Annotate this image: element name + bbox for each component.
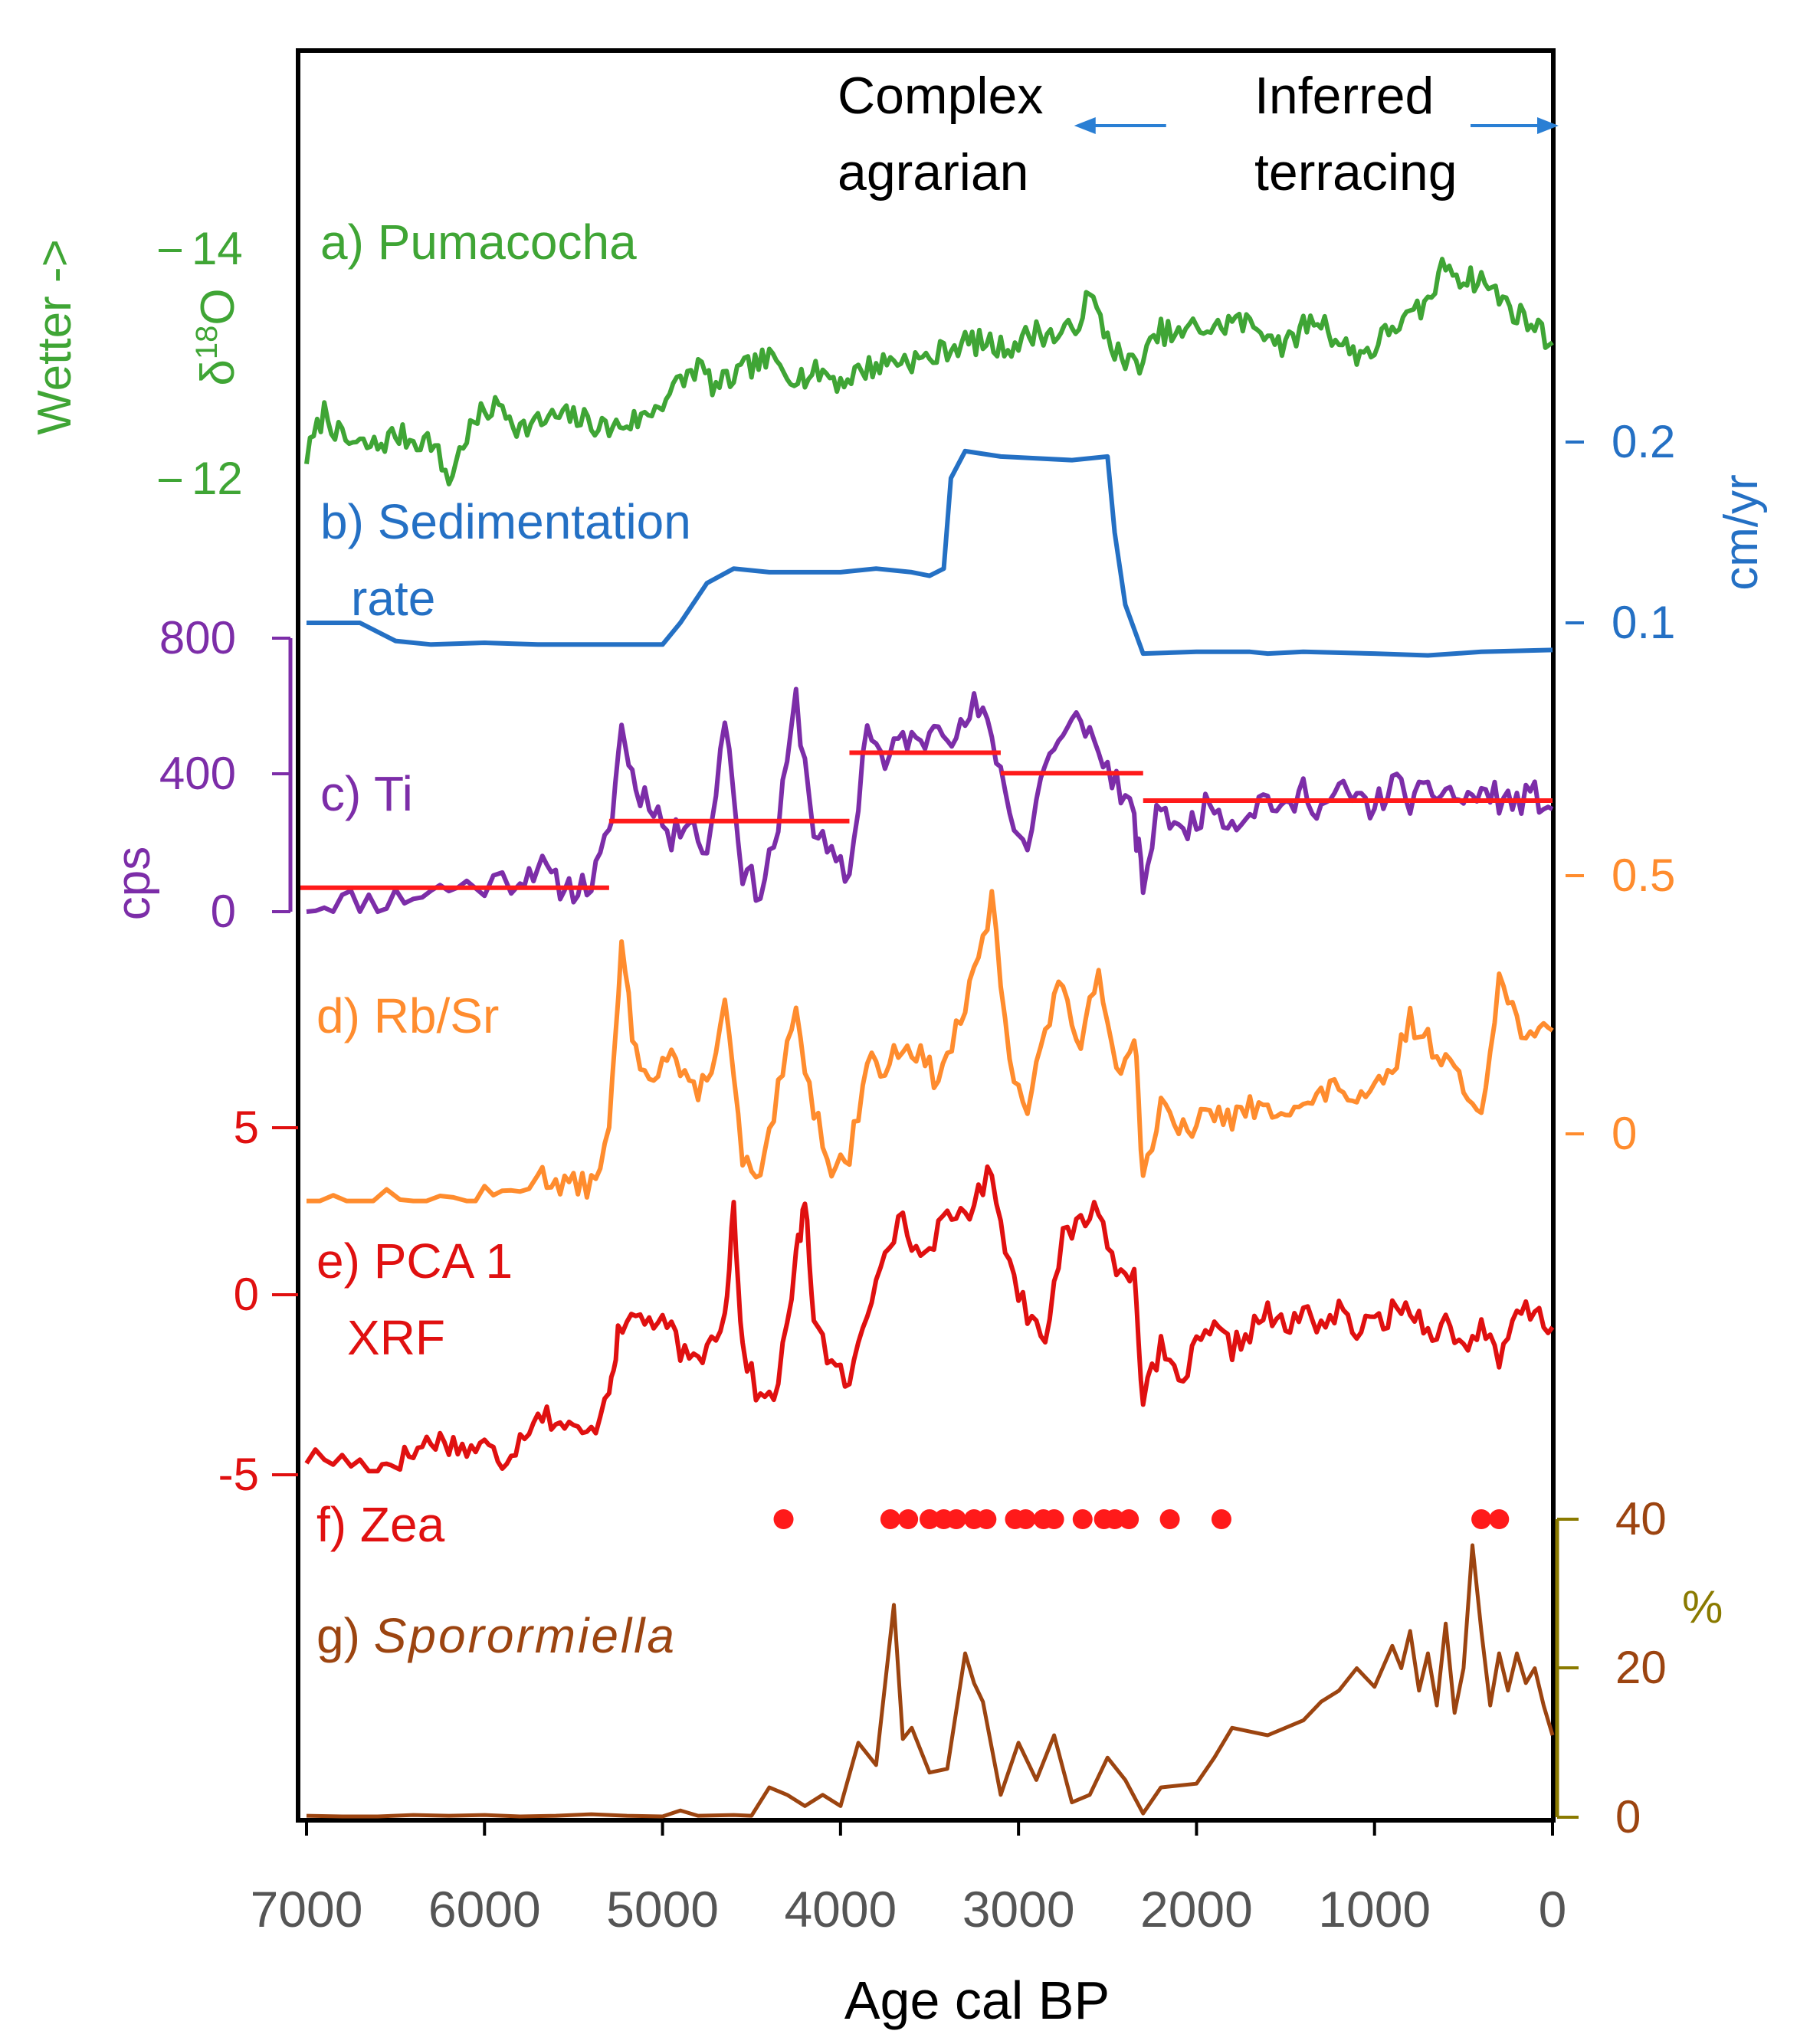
sed-tick-label-02: 0.2 xyxy=(1612,416,1675,467)
label-zea: f) Zea xyxy=(316,1497,445,1552)
arrow-left-head xyxy=(1074,117,1096,134)
annotation-complex: Complex xyxy=(838,67,1043,125)
zea-dot xyxy=(1471,1509,1492,1529)
annotation-agrarian: agrarian xyxy=(838,143,1029,201)
zea-dot xyxy=(1211,1509,1231,1529)
rbsr-axis: 0.5 0 xyxy=(1566,850,1675,1159)
sedimentation-axis: 0.2 0.1 cm/yr xyxy=(1566,416,1768,648)
pumacocha-tick-label-14: 14 xyxy=(192,223,243,274)
x-tick-label: 3000 xyxy=(962,1881,1075,1938)
label-rbsr: d) Rb/Sr xyxy=(316,988,499,1043)
pumacocha-axis: 14 12 Wetter -> δ18O xyxy=(28,223,244,504)
sed-tick-label-01: 0.1 xyxy=(1612,597,1675,648)
annotation-terracing: terracing xyxy=(1254,143,1458,201)
series-sedimentation-path xyxy=(307,448,1553,658)
spor-tick-label-20: 20 xyxy=(1615,1642,1667,1693)
spor-tick-label-0: 0 xyxy=(1615,1791,1641,1843)
series-ti-path xyxy=(306,686,1554,914)
zea-dot xyxy=(1072,1509,1093,1529)
spor-tick-label-40: 40 xyxy=(1615,1493,1667,1544)
label-sporormiella: g) Sporormiella xyxy=(316,1608,677,1663)
annotation-inferred: Inferred xyxy=(1254,67,1434,125)
x-axis-label: Age cal BP xyxy=(844,1970,1110,2030)
label-sedimentation: b) Sedimentation xyxy=(320,494,691,549)
ti-axis: 800 400 0 cps xyxy=(107,612,293,937)
label-sporormiella-name: Sporormiella xyxy=(374,1608,677,1663)
x-tick-label: 2000 xyxy=(1140,1881,1253,1938)
x-tick-label: 0 xyxy=(1539,1881,1567,1938)
zea-dot xyxy=(1044,1509,1064,1529)
sporormiella-axis: 40 20 0 % xyxy=(1555,1493,1723,1843)
wetter-label: Wetter -> xyxy=(28,239,81,435)
zea-dot xyxy=(898,1509,919,1529)
percent-axis-label: % xyxy=(1682,1581,1723,1633)
ti-tick-label-400: 400 xyxy=(159,748,236,799)
label-sedimentation-rate: rate xyxy=(351,571,435,626)
pca-axis: 5 0 -5 xyxy=(218,1102,298,1500)
zea-dot xyxy=(1489,1509,1510,1529)
series-pumacocha-line xyxy=(304,257,1554,486)
zea-dot xyxy=(946,1509,966,1529)
label-sporormiella-prefix: g) xyxy=(316,1608,374,1663)
label-ti: c) Ti xyxy=(320,766,413,821)
zea-dot xyxy=(1104,1509,1125,1529)
plot-frame xyxy=(296,48,1556,1823)
pumacocha-tick-label-12: 12 xyxy=(192,453,243,504)
zea-dot xyxy=(1159,1509,1180,1529)
x-tick-label: 4000 xyxy=(784,1881,897,1938)
zea-dot xyxy=(880,1509,900,1529)
pca-tick-label-neg5: -5 xyxy=(218,1449,259,1500)
label-pumacocha: a) Pumacocha xyxy=(320,215,637,270)
series-sporormiella-line xyxy=(306,1543,1555,1819)
series-rbsr-path xyxy=(307,889,1554,1204)
series-rbsr-line xyxy=(307,889,1554,1204)
cmyr-axis-label: cm/yr xyxy=(1715,474,1768,591)
zea-dot xyxy=(1015,1509,1036,1529)
x-tick-label: 1000 xyxy=(1318,1881,1431,1938)
series-sporormiella-path xyxy=(306,1543,1555,1819)
label-pca-xrf: XRF xyxy=(347,1310,445,1365)
ti-tick-label-0: 0 xyxy=(211,886,236,937)
series-pca-path xyxy=(304,1164,1555,1474)
rbsr-tick-label-0: 0 xyxy=(1612,1108,1637,1159)
x-tick-label: 5000 xyxy=(606,1881,719,1938)
pca-tick-label-0: 0 xyxy=(234,1269,259,1320)
zea-dot xyxy=(976,1509,997,1529)
series-zea-dots xyxy=(773,1509,1510,1529)
series-pca-line xyxy=(304,1164,1555,1474)
rbsr-tick-label-05: 0.5 xyxy=(1612,850,1675,901)
pca-tick-label-5: 5 xyxy=(234,1102,259,1153)
ti-tick-label-800: 800 xyxy=(159,612,236,663)
d18o-axis-label: δ18O xyxy=(190,288,244,385)
series-sedimentation-line xyxy=(307,448,1553,658)
zea-dot xyxy=(1119,1509,1139,1529)
series-pumacocha-path xyxy=(304,257,1554,486)
zea-dot xyxy=(773,1509,794,1529)
x-axis: Age cal BP 7000 6000 5000 4000 3000 2000 1000 0 xyxy=(251,1820,1567,2030)
label-pca: e) PCA 1 xyxy=(316,1233,513,1289)
zea-dot xyxy=(920,1509,939,1529)
series-ti-line xyxy=(306,686,1554,914)
ti-mean-segments xyxy=(300,750,1553,890)
x-tick-label: 7000 xyxy=(251,1881,363,1938)
arrow-right-head xyxy=(1537,117,1559,134)
cps-axis-label: cps xyxy=(107,847,160,920)
x-tick-label: 6000 xyxy=(428,1881,541,1938)
terracing-arrows xyxy=(1074,117,1559,134)
